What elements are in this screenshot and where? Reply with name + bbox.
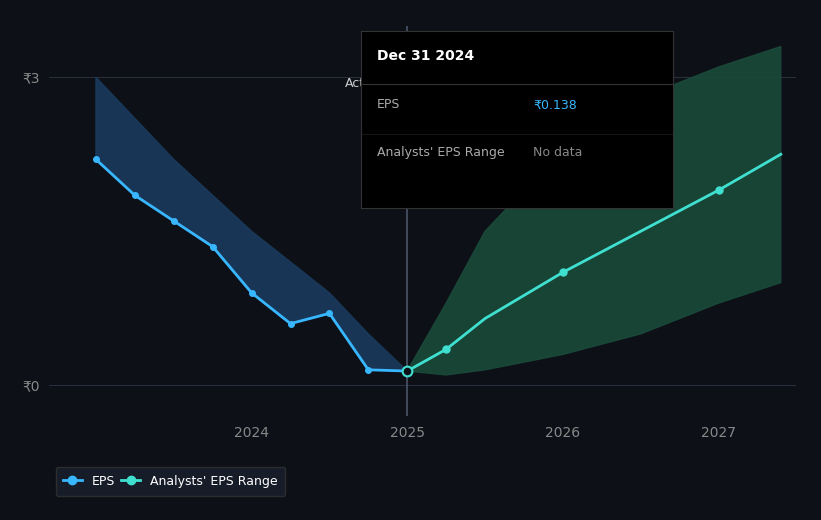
Legend: EPS, Analysts' EPS Range: EPS, Analysts' EPS Range	[56, 467, 285, 496]
Polygon shape	[96, 77, 407, 371]
Text: Actual: Actual	[345, 77, 384, 90]
Text: ₹0.138: ₹0.138	[533, 98, 576, 111]
Polygon shape	[407, 46, 781, 375]
Text: Analysts Forecasts: Analysts Forecasts	[423, 77, 539, 90]
Text: Dec 31 2024: Dec 31 2024	[377, 49, 474, 63]
Text: EPS: EPS	[377, 98, 400, 111]
Text: Analysts' EPS Range: Analysts' EPS Range	[377, 146, 504, 159]
Text: No data: No data	[533, 146, 582, 159]
